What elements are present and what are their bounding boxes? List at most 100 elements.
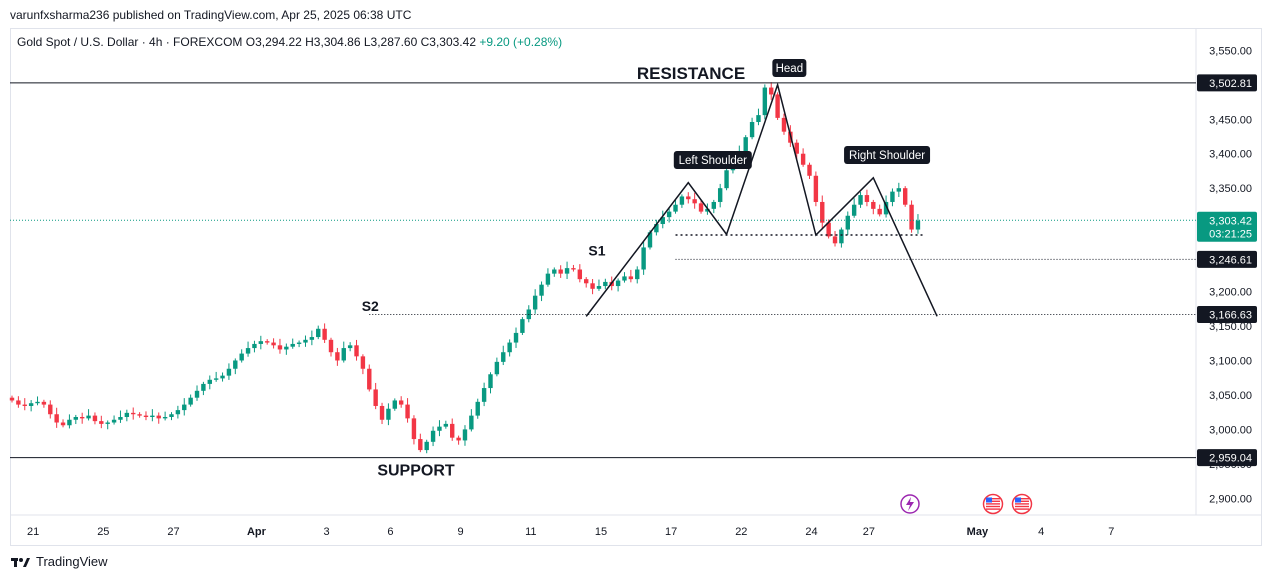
- x-tick-label: Apr: [247, 526, 267, 538]
- us-flag-stripe: [1015, 498, 1029, 500]
- candle-body: [373, 389, 378, 406]
- candle-body: [641, 247, 646, 270]
- candle-body: [520, 319, 525, 333]
- candle-body: [552, 269, 557, 274]
- candle-body: [501, 352, 506, 362]
- candle-body: [749, 122, 755, 138]
- candle-body: [309, 337, 315, 340]
- resistance-price-label-bg: [1197, 74, 1257, 92]
- current-price-label-bg: [1197, 211, 1257, 242]
- us-flag-stripe: [1015, 508, 1029, 510]
- candle-body: [494, 361, 500, 375]
- candle-body: [354, 345, 359, 357]
- candle-body: [367, 368, 372, 390]
- candle-body: [743, 137, 748, 151]
- candle-body: [864, 195, 870, 202]
- candle-body: [67, 419, 72, 426]
- candle-body: [111, 419, 117, 423]
- candle-body: [647, 232, 653, 248]
- candle-body: [820, 201, 825, 223]
- x-tick-label: 24: [805, 526, 817, 538]
- candle-body: [507, 342, 512, 353]
- candle-body: [890, 191, 895, 202]
- candle-body: [877, 208, 882, 215]
- candle-body: [903, 188, 908, 205]
- candle-body: [245, 348, 251, 354]
- candle-body: [392, 400, 397, 409]
- candle-body: [711, 201, 716, 209]
- candle-body: [775, 94, 780, 118]
- candle-body: [513, 332, 519, 343]
- chart-frame: [10, 28, 1262, 546]
- candle-body: [424, 441, 429, 451]
- candle-body: [99, 421, 104, 424]
- candle-body: [781, 117, 787, 132]
- resistance-price-label: 3,502.81: [1209, 78, 1252, 90]
- candle-body: [258, 341, 264, 344]
- candle-body: [590, 283, 595, 289]
- candle-body: [896, 188, 902, 192]
- x-tick-label: 6: [387, 526, 393, 538]
- high-value: H3,304.86: [305, 35, 361, 49]
- candle-body: [475, 401, 480, 416]
- candle-body: [207, 379, 212, 384]
- candle-body: [398, 400, 404, 405]
- candle-body: [54, 414, 59, 423]
- candle-body: [915, 220, 921, 230]
- x-tick-label: 3: [324, 526, 330, 538]
- x-tick-label: May: [967, 526, 989, 538]
- candle-body: [284, 346, 289, 350]
- candle-body: [532, 295, 538, 310]
- candle-body: [839, 229, 844, 244]
- tradingview-footer[interactable]: TradingView: [10, 554, 108, 569]
- candle-body: [654, 224, 659, 233]
- y-tick-label: 3,400.00: [1209, 149, 1252, 161]
- candle-body: [322, 328, 327, 340]
- candle-body: [118, 416, 123, 420]
- candle-body: [169, 414, 174, 417]
- candle-body: [41, 401, 47, 405]
- flash-bolt-icon: [906, 497, 914, 511]
- candle-body: [22, 404, 27, 406]
- candle-body: [456, 437, 461, 441]
- candle-body: [615, 280, 621, 287]
- us-flag-stripe: [986, 500, 1000, 502]
- y-tick-label: 3,150.00: [1209, 321, 1252, 333]
- x-tick-label: 22: [735, 526, 747, 538]
- candle-body: [762, 87, 768, 116]
- s1-annotation: S1: [588, 243, 605, 259]
- candle-body: [201, 383, 206, 391]
- candle-body: [826, 222, 831, 237]
- candle-body: [545, 273, 551, 285]
- y-tick-label: 3,100.00: [1209, 355, 1252, 367]
- close-value: C3,303.42: [420, 35, 476, 49]
- candle-body: [488, 374, 493, 389]
- change-value: +9.20 (+0.28%): [479, 35, 563, 49]
- support-price-label-bg: [1197, 449, 1257, 467]
- x-tick-label: 4: [1038, 526, 1044, 538]
- candle-body: [481, 388, 487, 402]
- candle-body: [79, 416, 85, 419]
- candle-body: [92, 415, 98, 422]
- level-3166-price-label-bg: [1197, 306, 1257, 324]
- candle-body: [794, 142, 799, 154]
- symbol-legend: Gold Spot / U.S. Dollar · 4h · FOREXCOM …: [17, 35, 562, 49]
- candle-body: [622, 276, 627, 281]
- level-3246-price-label-bg: [1197, 250, 1257, 268]
- candle-body: [660, 217, 665, 225]
- x-tick-label: 25: [97, 526, 109, 538]
- candle-body: [418, 439, 423, 451]
- candle-body: [131, 412, 136, 415]
- candle-body: [226, 368, 232, 376]
- x-tick-label: 27: [167, 526, 179, 538]
- us-flag-stripe: [986, 498, 1000, 500]
- us-flag-stripe: [1015, 500, 1029, 502]
- candle-body: [577, 269, 583, 280]
- x-tick-label: 21: [27, 526, 39, 538]
- candle-body: [666, 211, 672, 218]
- candle-body: [596, 286, 602, 289]
- candle-body: [73, 416, 78, 420]
- x-tick-label: 11: [525, 526, 536, 538]
- candle-body: [328, 339, 334, 353]
